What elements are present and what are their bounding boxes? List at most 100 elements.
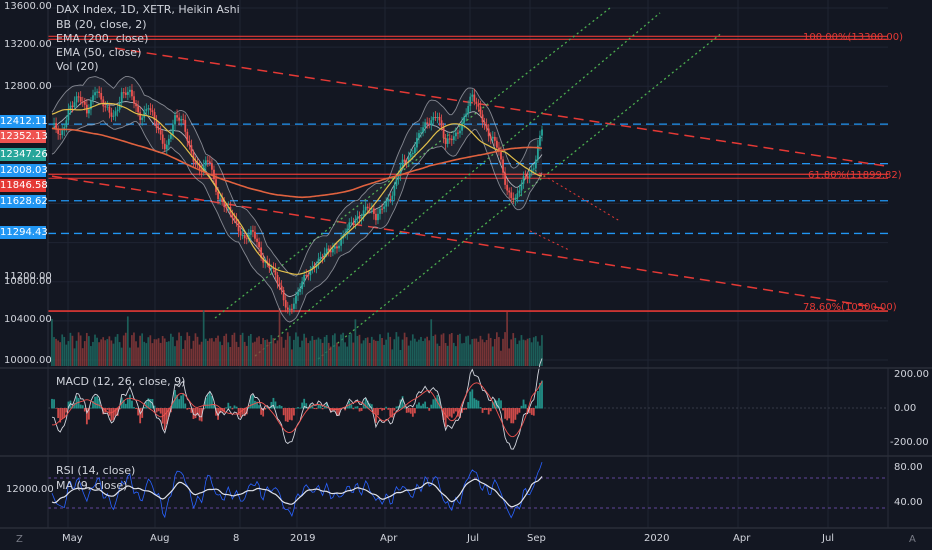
macd-histogram-bar xyxy=(118,408,121,410)
projection-line xyxy=(534,169,621,222)
legend-ema200[interactable]: EMA (200, close) xyxy=(56,32,149,45)
macd-histogram-bar xyxy=(282,408,285,416)
macd-histogram-bar xyxy=(352,408,355,410)
volume-bar xyxy=(295,332,297,366)
candle-body xyxy=(88,109,90,114)
legend-vol[interactable]: Vol (20) xyxy=(56,60,99,73)
auto-scale-button[interactable]: A xyxy=(909,534,916,545)
macd-histogram-bar xyxy=(469,391,472,409)
volume-bar xyxy=(106,339,109,366)
candle-body xyxy=(239,231,242,236)
legend-rsi[interactable]: RSI (14, close) xyxy=(56,464,136,477)
candle-body xyxy=(502,159,504,173)
volume-bar xyxy=(518,340,521,366)
macd-histogram-bar xyxy=(473,398,476,409)
macd-histogram-bar xyxy=(416,404,418,409)
volume-bar xyxy=(67,341,70,366)
trendlines xyxy=(51,7,889,360)
macd-histogram-bar xyxy=(147,398,150,409)
legend-ema50[interactable]: EMA (50, close) xyxy=(56,46,142,59)
macd-histogram-bar xyxy=(395,406,398,409)
macd-histogram-bar xyxy=(336,408,338,416)
price-tag-close: 12347.26 xyxy=(0,148,48,161)
volume-bar xyxy=(514,337,517,366)
volume-bar xyxy=(457,334,459,366)
time-axis-label: 2019 xyxy=(290,533,316,544)
macd-histogram-bar xyxy=(133,407,135,409)
volume-bar xyxy=(360,343,363,366)
volume-bar xyxy=(379,334,381,366)
legend-rsi-ma[interactable]: MA (9, close) xyxy=(56,479,128,492)
volume-bar xyxy=(389,336,392,366)
candle-body xyxy=(272,267,275,269)
macd-histogram-bar xyxy=(457,408,459,417)
volume-bar xyxy=(340,334,342,366)
macd-histogram-bar xyxy=(178,399,181,409)
macd-histogram-bar xyxy=(143,406,146,409)
price-axis-label: 10800.00 xyxy=(4,276,52,287)
candle-body xyxy=(471,94,474,97)
chart-title[interactable]: DAX Index, 1D, XETR, Heikin Ashi xyxy=(56,3,240,16)
macd-histogram-bar xyxy=(204,398,207,409)
legend-bb[interactable]: BB (20, close, 2) xyxy=(56,18,147,31)
macd-histogram-bar xyxy=(424,401,427,409)
heikin-ashi-candles xyxy=(53,84,543,316)
macd-histogram-bar xyxy=(270,401,273,409)
volume-bar xyxy=(411,334,414,366)
macd-histogram-bar xyxy=(75,396,78,409)
candle-body xyxy=(395,179,398,186)
price-tag-level: 12412.11 xyxy=(0,115,48,128)
candle-body xyxy=(354,219,357,224)
volume-bar xyxy=(73,348,76,366)
macd-histogram-bar xyxy=(383,408,386,411)
macd-histogram-bar xyxy=(157,408,160,412)
candle-body xyxy=(477,103,480,107)
candle-body xyxy=(338,245,340,249)
candle-body xyxy=(510,192,513,199)
volume-bar xyxy=(516,344,519,366)
bb-lower xyxy=(51,120,543,323)
volume-bar xyxy=(475,338,478,366)
candle-body xyxy=(452,136,455,141)
price-axis-label: 12800.00 xyxy=(4,81,52,92)
candle-body xyxy=(411,152,414,155)
candle-body xyxy=(485,124,488,129)
candle-body xyxy=(387,198,390,202)
time-axis-label: 8 xyxy=(233,533,240,544)
volume-bar xyxy=(143,341,146,366)
volume-bar xyxy=(307,343,310,366)
macd-histogram-bar xyxy=(112,408,115,421)
volume-bar xyxy=(149,335,152,366)
volume-bar xyxy=(198,344,201,366)
macd-histogram-bar xyxy=(231,408,234,410)
macd-histogram-bar xyxy=(208,391,211,409)
candle-body xyxy=(110,112,113,117)
macd-histogram-bar xyxy=(145,401,148,409)
candle-body xyxy=(59,133,62,135)
volume-bar xyxy=(321,342,324,366)
volume-bar xyxy=(51,319,53,366)
volume-bar xyxy=(346,346,349,366)
price-axis-label: 13600.00 xyxy=(4,1,52,12)
macd-histogram-bar xyxy=(247,405,250,409)
candle-body xyxy=(180,119,183,121)
candle-body xyxy=(377,213,379,221)
candle-body xyxy=(167,138,170,145)
candle-body xyxy=(424,122,427,128)
candle-body xyxy=(290,308,293,310)
zoom-button[interactable]: Z xyxy=(16,534,23,545)
volume-bar xyxy=(102,337,105,366)
candle-body xyxy=(237,222,240,232)
candle-body xyxy=(149,108,152,111)
legend-macd[interactable]: MACD (12, 26, close, 9) xyxy=(56,375,186,388)
candle-body xyxy=(147,108,150,110)
macd-histogram-bar xyxy=(252,395,254,409)
volume-bar xyxy=(85,332,88,366)
volume-bar xyxy=(59,342,62,366)
candle-body xyxy=(481,114,484,123)
macd-histogram-bar xyxy=(387,408,390,410)
candle-body xyxy=(401,159,404,167)
macd-histogram-bar xyxy=(98,398,101,409)
candle-body xyxy=(375,213,377,221)
